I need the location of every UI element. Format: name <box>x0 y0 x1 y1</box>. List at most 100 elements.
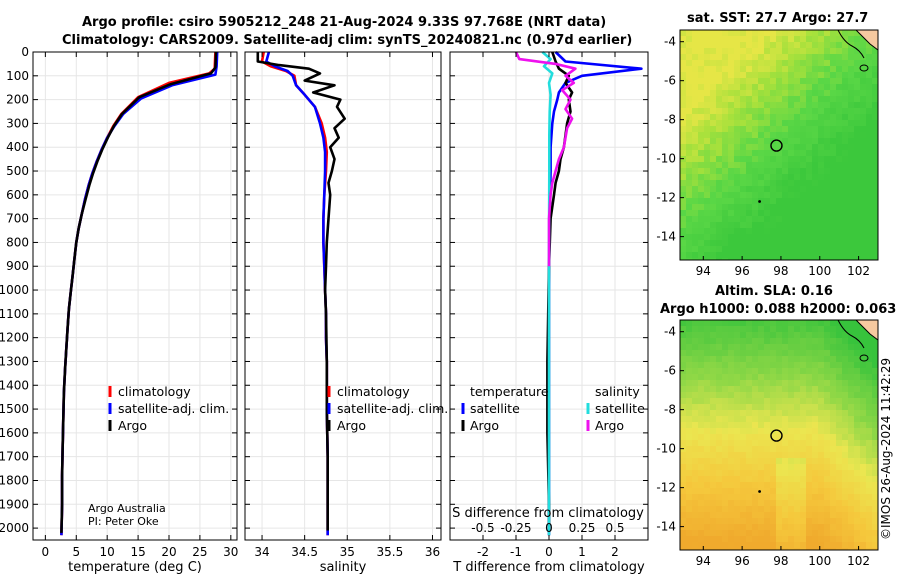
temperature-xtick-label: 5 <box>72 545 80 559</box>
depth-tick-label: 1100 <box>0 307 29 321</box>
sst_map-xtick-label: 94 <box>696 264 711 278</box>
sla_map-ytick-label: -12 <box>656 481 676 495</box>
salinity-xlabel: salinity <box>320 560 367 575</box>
depth-tick-label: 900 <box>6 259 29 273</box>
sst_map-xtick-label: 96 <box>734 264 749 278</box>
salinity-series-satellite-adj-clim- <box>264 51 330 536</box>
temperature-xtick-label: 20 <box>161 545 176 559</box>
salinity-diff-tick-label: 0 <box>545 521 553 535</box>
depth-tick-label: 100 <box>6 69 29 83</box>
temperature-xtick-label: 15 <box>130 545 145 559</box>
depth-tick-label: 1800 <box>0 473 29 487</box>
depth-tick-label: 2000 <box>0 521 29 535</box>
sst_map-ytick-label: -10 <box>656 152 676 166</box>
credit-line2: PI: Peter Oke <box>88 515 159 528</box>
temperature-legend-label: satellite <box>470 401 520 416</box>
salinity-legend-title: salinity <box>595 384 640 399</box>
sla_map-ytick-label: -14 <box>656 520 676 534</box>
salinity-series-climatology <box>260 51 330 536</box>
sla_map-xtick-label: 94 <box>696 554 711 568</box>
salinity-diff-tick-label: -0.25 <box>500 521 531 535</box>
sla_map-ytick-label: -10 <box>656 442 676 456</box>
depth-tick-label: 1900 <box>0 497 29 511</box>
difference-xlabel: T difference from climatology <box>452 560 645 575</box>
sla-map-title-line2: Argo h1000: 0.088 h2000: 0.063 <box>660 302 897 317</box>
temperature-legend-label: Argo <box>118 418 147 433</box>
sst_map-ytick-label: -12 <box>656 191 676 205</box>
temperature-legend-label: satellite-adj. clim. <box>118 401 229 416</box>
depth-tick-label: 1200 <box>0 331 29 345</box>
sla_map-xtick-label: 100 <box>808 554 831 568</box>
sst_map-ytick-label: -8 <box>664 113 676 127</box>
depth-tick-label: 700 <box>6 212 29 226</box>
sla_map-ytick-label: -6 <box>664 364 676 378</box>
temperature-legend-title: temperature <box>470 384 549 399</box>
difference-xtick-label: 2 <box>611 545 619 559</box>
depth-tick-label: 1600 <box>0 426 29 440</box>
salinity-diff-axis-label: S difference from climatology <box>452 506 644 521</box>
salinity-series-argo <box>256 52 347 531</box>
salinity-legend-label: satellite <box>595 401 645 416</box>
temperature-series-satellite-adj-clim- <box>60 51 219 536</box>
figure-title-line2: Climatology: CARS2009. Satellite-adj cli… <box>62 33 633 48</box>
salinity-diff-tick-label: 0.25 <box>569 521 596 535</box>
sst-map-title: sat. SST: 27.7 Argo: 27.7 <box>687 11 869 26</box>
credit-line1: Argo Australia <box>88 502 166 515</box>
depth-tick-label: 1000 <box>0 283 29 297</box>
depth-tick-label: 400 <box>6 140 29 154</box>
sst_map-xtick-label: 102 <box>847 264 870 278</box>
salinity-xtick-label: 35 <box>340 545 355 559</box>
sst_map-raster <box>680 30 879 261</box>
salinity-axes-frame <box>244 51 442 541</box>
sla_map-ytick-label: -8 <box>664 403 676 417</box>
depth-tick-label: 300 <box>6 116 29 130</box>
depth-tick-label: 0 <box>21 45 29 59</box>
sla-map-title-line1: Altim. SLA: 0.16 <box>715 284 833 299</box>
depth-tick-label: 1300 <box>0 354 29 368</box>
sst_map-island <box>859 64 869 72</box>
salinity-legend-label: climatology <box>337 384 410 399</box>
sla_map-coastline <box>837 319 865 349</box>
salinity-xtick-label: 35.5 <box>377 545 404 559</box>
depth-tick-label: 600 <box>6 188 29 202</box>
sst_map-argo-marker <box>770 139 783 152</box>
difference-series-salinity-argo <box>514 51 577 267</box>
sst_map-xtick-label: 98 <box>773 264 788 278</box>
sst_map-small-island <box>758 200 761 203</box>
sla_map-island <box>859 354 869 362</box>
difference-xtick-label: 0 <box>545 545 553 559</box>
sla_map-ytick-label: -4 <box>664 325 676 339</box>
sst_map-coastline <box>837 29 865 59</box>
temperature-xtick-label: 30 <box>223 545 238 559</box>
sla_map-small-island <box>758 490 761 493</box>
temperature-xtick-label: 0 <box>42 545 50 559</box>
sst_map-ytick-label: -4 <box>664 35 676 49</box>
sla_map-xtick-label: 96 <box>734 554 749 568</box>
difference-series-temperature-satellite <box>547 51 643 536</box>
temperature-axes-frame <box>32 51 238 541</box>
salinity-diff-tick-label: -0.5 <box>471 521 494 535</box>
sst_map-ytick-label: -14 <box>656 230 676 244</box>
sst_map-xtick-label: 100 <box>808 264 831 278</box>
salinity-legend-label: Argo <box>595 418 624 433</box>
salinity-diff-tick-label: 0.5 <box>605 521 624 535</box>
depth-tick-label: 1400 <box>0 378 29 392</box>
sst_map-ytick-label: -6 <box>664 74 676 88</box>
salinity-xtick-label: 34.5 <box>291 545 318 559</box>
sst_map-frame <box>679 29 879 261</box>
figure-title-line1: Argo profile: csiro 5905212_248 21-Aug-2… <box>82 15 607 30</box>
sla_map-frame <box>679 319 879 551</box>
temperature-legend-label: climatology <box>118 384 191 399</box>
depth-tick-label: 200 <box>6 93 29 107</box>
sla_map-raster <box>680 320 879 551</box>
difference-xtick-label: -1 <box>510 545 522 559</box>
temperature-xtick-label: 10 <box>100 545 115 559</box>
salinity-legend-label: Argo <box>337 418 366 433</box>
salinity-xtick-label: 34 <box>254 545 269 559</box>
depth-tick-label: 800 <box>6 235 29 249</box>
depth-tick-label: 1500 <box>0 402 29 416</box>
salinity-xtick-label: 36 <box>425 545 440 559</box>
depth-tick-label: 500 <box>6 164 29 178</box>
temperature-legend-label: Argo <box>470 418 499 433</box>
